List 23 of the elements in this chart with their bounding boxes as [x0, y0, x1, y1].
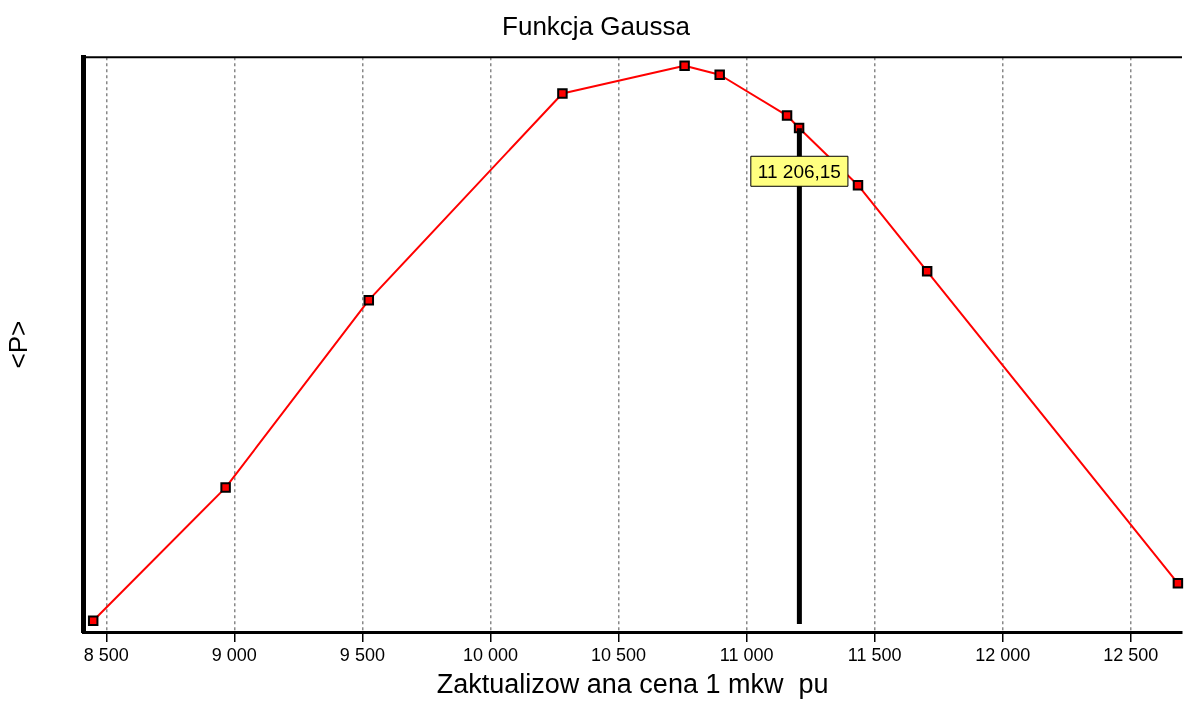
x-axis-title: Zaktualizow ana cena 1 mkw pu	[436, 669, 829, 700]
point	[220, 482, 231, 493]
x-tick-label: 12 000	[975, 644, 1031, 665]
x-tick-label: 9 000	[211, 644, 257, 665]
x-tick-label: 10 500	[590, 644, 647, 665]
point	[1172, 578, 1184, 589]
x-tick-label: 11 500	[847, 644, 902, 665]
point	[852, 179, 864, 191]
chart-title: Funkcja Gaussa	[502, 10, 691, 41]
point	[781, 110, 793, 121]
x-tick-label: 8 500	[83, 644, 129, 665]
x-tick-label: 12 500	[1103, 644, 1159, 665]
point	[714, 69, 725, 80]
x-tick-label: 10 000	[462, 644, 518, 665]
x-tick-label: 11 000	[719, 644, 774, 665]
point	[921, 266, 933, 277]
ref-line-label: 11 206,15	[757, 160, 841, 182]
x-tick-label: 9 500	[339, 644, 385, 665]
point	[87, 615, 99, 626]
point	[557, 88, 568, 99]
y-axis-title: <P>	[2, 320, 33, 369]
point	[679, 60, 690, 71]
point	[363, 294, 375, 306]
